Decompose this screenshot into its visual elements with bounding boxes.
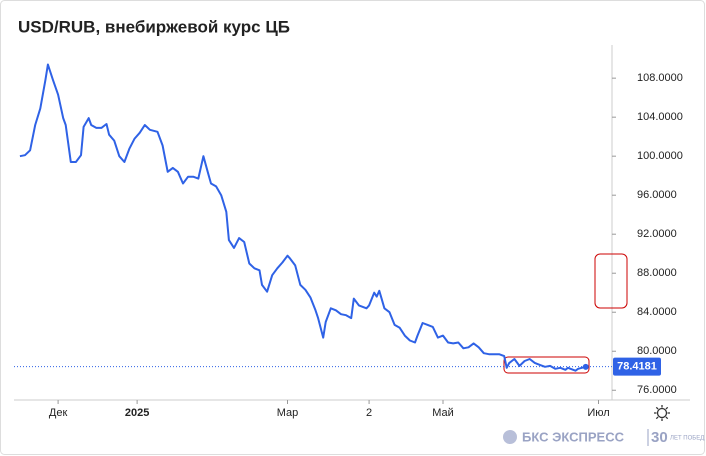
y-tick-label: 88.0000 <box>637 267 677 279</box>
x-tick-label: Июл <box>587 407 609 419</box>
y-tick-label: 80.0000 <box>637 345 677 357</box>
brand: БКС ЭКСПРЕСС <box>522 429 625 444</box>
y-tick-label: 96.0000 <box>637 189 677 201</box>
settings-icon[interactable] <box>654 405 670 421</box>
chart-title: USD/RUB, внебиржевой курс ЦБ <box>18 17 290 36</box>
y-tick-label: 100.0000 <box>637 150 683 162</box>
y-tick-label: 84.0000 <box>637 306 677 318</box>
gear-teeth[interactable] <box>654 405 670 421</box>
logo-mark <box>503 430 517 444</box>
annotation-box <box>503 356 590 374</box>
y-tick-label: 92.0000 <box>637 228 677 240</box>
last-price-label: 78.4181 <box>617 361 657 373</box>
x-tick-label: Май <box>432 407 454 419</box>
badge-text: ЛЕТ ПОБЕД <box>670 436 704 442</box>
y-tick-label: 104.0000 <box>637 111 683 123</box>
footer-logo: БКС ЭКСПРЕСС 30 ЛЕТ ПОБЕД <box>503 429 704 446</box>
x-tick-label: Мар <box>277 407 299 419</box>
last-price-box <box>613 357 661 376</box>
x-tick-label: 2 <box>366 407 372 419</box>
y-tick-label: 108.0000 <box>637 72 683 84</box>
x-tick-label: Дек <box>49 407 68 419</box>
x-tick-label: 2025 <box>125 407 149 419</box>
y-tick-label: 76.0000 <box>637 384 677 396</box>
annotation-box <box>594 253 628 309</box>
badge: 30 <box>651 429 668 446</box>
line-series <box>19 63 586 372</box>
last-point <box>582 363 589 370</box>
gear[interactable] <box>656 407 668 419</box>
